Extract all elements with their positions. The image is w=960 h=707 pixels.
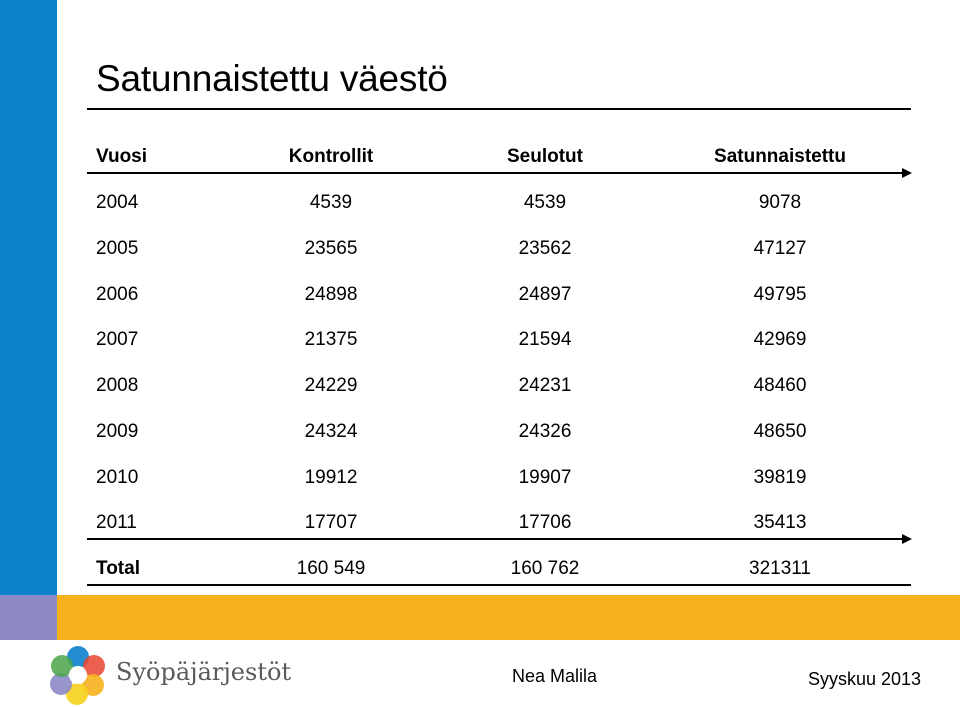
header-arrow-line <box>87 172 903 174</box>
cell-randomized: 42969 <box>753 329 807 350</box>
cell-year: 2009 <box>96 421 139 442</box>
cell-randomized: 35413 <box>753 512 807 533</box>
header-year: Vuosi <box>96 146 148 167</box>
table-row: 2010 19912 19907 39819 <box>96 465 911 491</box>
table-row: 2005 23565 23562 47127 <box>96 236 911 262</box>
table-row: 2007 21375 21594 42969 <box>96 327 911 353</box>
title-rule <box>87 108 911 110</box>
total-arrow-line <box>87 538 903 540</box>
header-screened: Seulotut <box>507 146 583 167</box>
cell-screened: 4539 <box>523 192 567 213</box>
cell-screened: 17706 <box>518 512 572 533</box>
cell-screened: 24897 <box>518 284 572 305</box>
cell-screened: 24231 <box>518 375 572 396</box>
table-row: 2008 24229 24231 48460 <box>96 373 911 399</box>
cell-year: 2010 <box>96 467 139 488</box>
table-row: 2011 17707 17706 35413 <box>96 510 911 536</box>
header-randomized: Satunnaistettu <box>714 146 846 167</box>
total-label: Total <box>96 558 140 579</box>
cell-controls: 24229 <box>304 375 358 396</box>
cell-randomized: 47127 <box>753 238 807 259</box>
cell-controls: 23565 <box>304 238 358 259</box>
cell-controls: 17707 <box>304 512 358 533</box>
total-controls: 160 549 <box>296 558 366 579</box>
cell-year: 2006 <box>96 284 139 305</box>
cell-screened: 21594 <box>518 329 572 350</box>
table-total-row: Total 160 549 160 762 321311 <box>96 556 911 582</box>
cell-screened: 23562 <box>518 238 572 259</box>
table-bottom-rule <box>87 584 911 586</box>
table-row: 2006 24898 24897 49795 <box>96 282 911 308</box>
cell-controls: 19912 <box>304 467 358 488</box>
footer-orange-band <box>57 595 960 640</box>
sidebar-blue-band <box>0 0 57 595</box>
cell-year: 2008 <box>96 375 139 396</box>
cell-year: 2004 <box>96 192 139 213</box>
cell-controls: 21375 <box>304 329 358 350</box>
cell-controls: 4539 <box>309 192 353 213</box>
cell-randomized: 49795 <box>753 284 807 305</box>
cell-screened: 19907 <box>518 467 572 488</box>
slide-title: Satunnaistettu väestö <box>96 58 448 99</box>
organization-name: Syöpäjärjestöt <box>116 658 292 686</box>
footer-author: Nea Malila <box>512 666 598 686</box>
cell-screened: 24326 <box>518 421 572 442</box>
total-randomized: 321311 <box>749 558 811 579</box>
sidebar-purple-band <box>0 595 57 640</box>
total-arrow-head <box>902 534 912 544</box>
cell-randomized: 9078 <box>758 192 802 213</box>
table-row: 2009 24324 24326 48650 <box>96 419 911 445</box>
cell-year: 2011 <box>96 512 137 533</box>
cell-randomized: 48460 <box>753 375 807 396</box>
organization-logo <box>50 646 105 705</box>
header-controls: Kontrollit <box>288 146 374 167</box>
cell-randomized: 39819 <box>753 467 807 488</box>
table-row: 2004 4539 4539 9078 <box>96 190 911 216</box>
total-screened: 160 762 <box>510 558 580 579</box>
footer-date: Syyskuu 2013 <box>808 669 922 689</box>
header-arrow-head <box>902 168 912 178</box>
cell-year: 2005 <box>96 238 139 259</box>
cell-randomized: 48650 <box>753 421 807 442</box>
table-header-row: Vuosi Kontrollit Seulotut Satunnaistettu <box>96 144 911 170</box>
cell-year: 2007 <box>96 329 139 350</box>
cell-controls: 24898 <box>304 284 358 305</box>
cell-controls: 24324 <box>304 421 358 442</box>
